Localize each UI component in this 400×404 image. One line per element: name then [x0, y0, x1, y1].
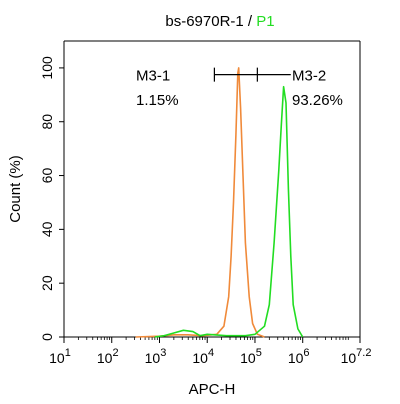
y-axis-label: Count (%) [7, 155, 24, 223]
y-tick-label: 100 [39, 56, 55, 80]
gate-m3-2-percent: 93.26% [292, 92, 343, 109]
gate-markers: M3-1 1.15% M3-2 93.26% [136, 67, 343, 109]
x-tick-label: 105 [240, 347, 262, 366]
histogram-series [135, 67, 304, 338]
x-tick-label: 107.2 [341, 347, 372, 366]
gate-m3-1-percent: 1.15% [136, 92, 179, 109]
y-tick-label: 0 [39, 333, 55, 341]
y-tick-label: 20 [39, 275, 55, 291]
y-tick-label: 60 [39, 168, 55, 184]
x-axis-ticks: 101 102 103 104 105 106 107.2 [49, 337, 371, 366]
chart-title-prefix: bs-6970R-1 / [165, 13, 256, 30]
y-axis-ticks: 0 20 40 60 80 100 [39, 56, 64, 341]
x-tick-label: 101 [49, 347, 71, 366]
x-tick-label: 102 [97, 347, 119, 366]
plot-frame [63, 40, 361, 338]
x-axis-label: APC-H [189, 381, 236, 398]
x-tick-label: 104 [192, 347, 214, 366]
y-tick-label: 80 [39, 114, 55, 130]
histogram-line-p1 [154, 85, 304, 338]
gate-m3-1-name: M3-1 [136, 68, 170, 85]
x-tick-label: 106 [288, 347, 310, 366]
y-tick-label: 40 [39, 221, 55, 237]
chart-title: bs-6970R-1 / P1 [165, 13, 274, 30]
x-tick-label: 103 [145, 347, 167, 366]
gate-m3-2-name: M3-2 [292, 68, 326, 85]
chart-title-highlight: P1 [256, 13, 274, 30]
histogram-line-sample [135, 67, 265, 338]
